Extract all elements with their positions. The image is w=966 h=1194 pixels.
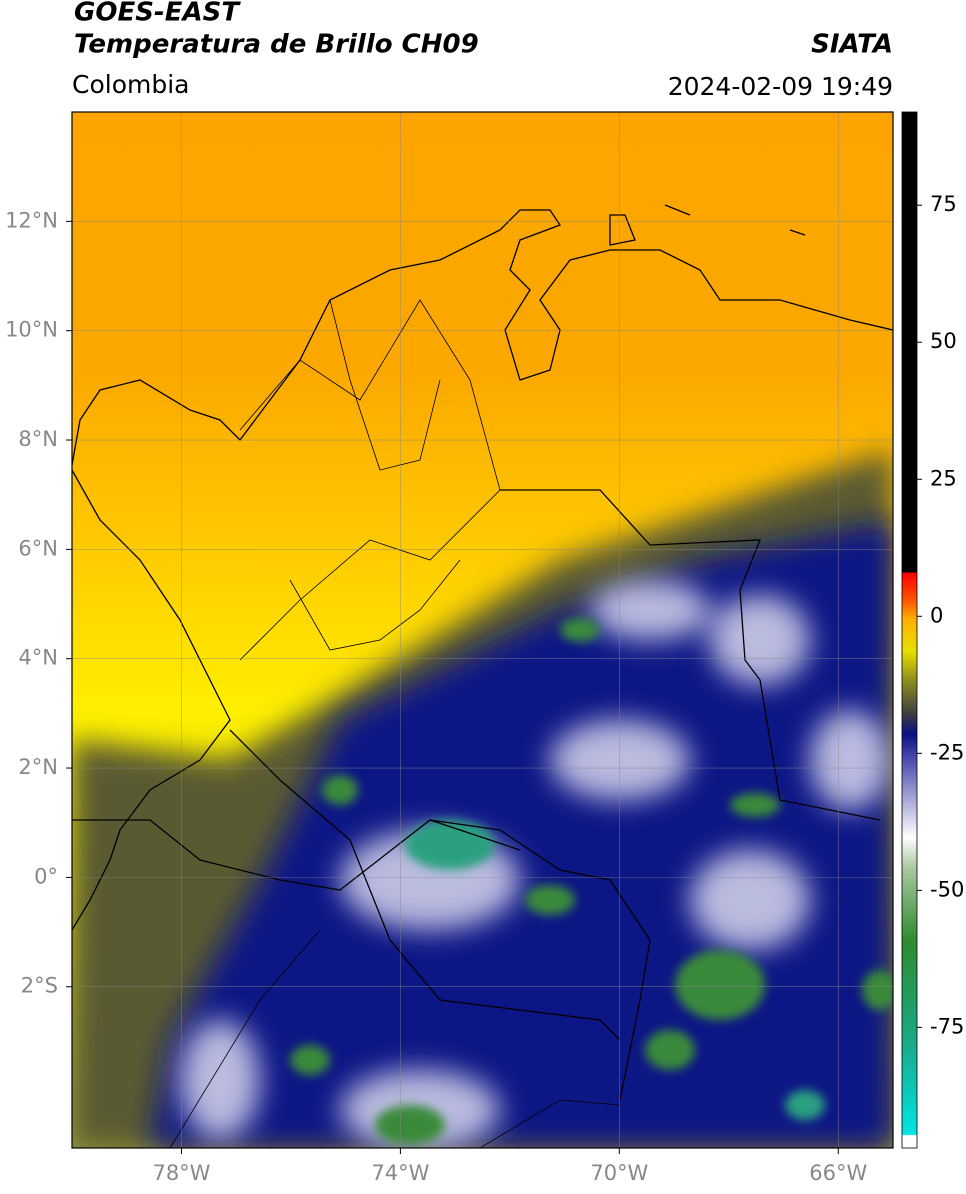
region: Colombia xyxy=(72,70,189,99)
colorbar-label: 75 xyxy=(930,192,957,216)
y-tick-label: 2°S xyxy=(21,974,58,998)
subtitle: Temperatura de Brillo CH09 xyxy=(74,30,479,60)
source: SIATA xyxy=(811,30,893,60)
y-tick-label: 0° xyxy=(34,864,58,888)
y-tick-label: 8°N xyxy=(18,427,58,451)
x-tick-label: 66°W xyxy=(809,1161,867,1185)
colorbar-label: -75 xyxy=(930,1014,964,1038)
x-tick-label: 74°W xyxy=(371,1161,429,1185)
colorbar-label: 50 xyxy=(930,329,957,353)
satellite-image xyxy=(72,112,893,1148)
colorbar xyxy=(901,111,918,1149)
y-tick-label: 12°N xyxy=(5,208,58,232)
datetime: 2024-02-09 19:49 xyxy=(668,72,893,101)
y-tick-label: 4°N xyxy=(18,646,58,670)
colorbar-label: -25 xyxy=(930,740,964,764)
colorbar-label: 0 xyxy=(930,603,943,627)
title: GOES-EAST xyxy=(74,0,241,28)
colorbar-label: -50 xyxy=(930,877,964,901)
map-frame xyxy=(71,111,894,1149)
y-tick-label: 2°N xyxy=(18,755,58,779)
colorbar-label: 25 xyxy=(930,466,957,490)
x-tick-label: 78°W xyxy=(152,1161,210,1185)
y-tick-label: 10°N xyxy=(5,318,58,342)
y-tick-label: 6°N xyxy=(18,536,58,560)
x-tick-label: 70°W xyxy=(590,1161,648,1185)
